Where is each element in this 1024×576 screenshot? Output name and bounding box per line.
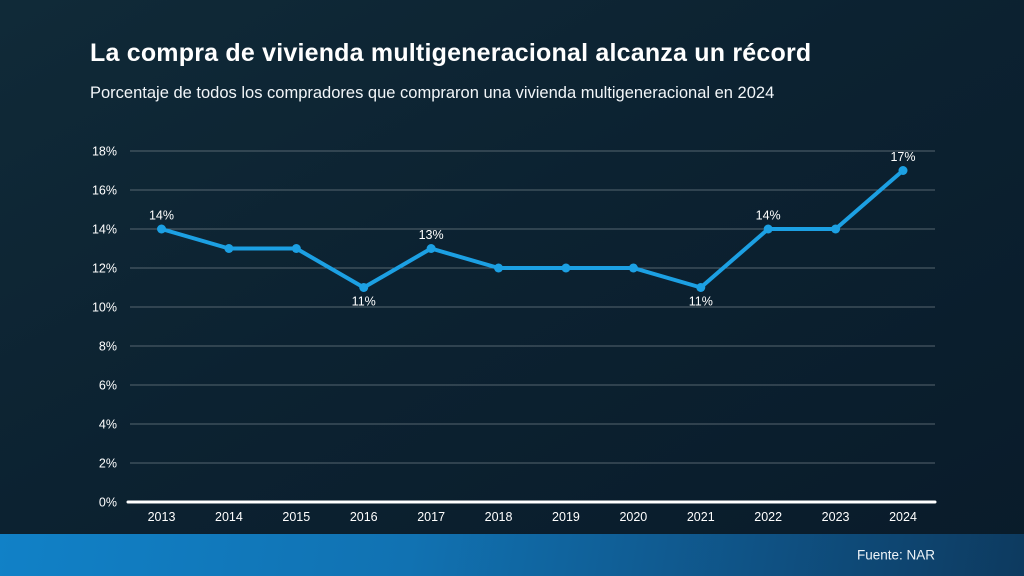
data-label: 14% — [149, 209, 174, 223]
data-labels: 14% 11% 13% 11% 14% 17% — [149, 150, 916, 309]
svg-text:2017: 2017 — [417, 510, 445, 524]
data-point — [426, 244, 436, 253]
data-label: 14% — [756, 209, 781, 223]
svg-text:2013: 2013 — [148, 510, 176, 524]
data-point — [696, 283, 706, 292]
data-point — [763, 224, 773, 234]
chart-area: 0% 2% 4% 6% 8% 10% 12% 14% 16% 18% 2013 2014 2015 201… — [0, 130, 1024, 534]
data-point — [494, 263, 504, 273]
gridlines — [130, 150, 935, 464]
svg-text:2019: 2019 — [552, 510, 580, 524]
data-point — [224, 244, 234, 253]
page-subtitle: Porcentaje de todos los compradores que … — [90, 84, 775, 102]
data-point — [831, 224, 841, 234]
source-label: Fuente: NAR — [856, 547, 935, 563]
svg-text:16%: 16% — [92, 184, 117, 198]
x-axis-labels: 2013 2014 2015 2016 2017 2018 2019 2020 2021 2022… — [148, 510, 917, 524]
data-point — [359, 283, 369, 292]
data-label: 11% — [352, 295, 376, 309]
svg-text:14%: 14% — [92, 223, 117, 237]
data-point — [291, 244, 301, 253]
data-label: 17% — [890, 150, 915, 164]
svg-text:10%: 10% — [92, 301, 117, 315]
svg-text:2015: 2015 — [282, 510, 310, 524]
data-points — [157, 166, 908, 292]
svg-text:2023: 2023 — [822, 510, 850, 524]
data-point — [157, 224, 166, 234]
svg-text:2022: 2022 — [754, 510, 782, 524]
svg-text:12%: 12% — [92, 262, 117, 276]
page-title: La compra de vivienda multigeneracional … — [90, 39, 812, 67]
svg-text:2014: 2014 — [215, 510, 243, 524]
svg-text:18%: 18% — [92, 145, 117, 159]
y-axis-labels: 0% 2% 4% 6% 8% 10% 12% 14% 16% 18% — [92, 145, 117, 510]
svg-text:2%: 2% — [99, 457, 117, 471]
data-line — [159, 168, 905, 290]
line-chart: 0%2%4%6%8%10%12%14%16%18%2013 2014 2015 201… — [92, 145, 937, 524]
data-label: 13% — [419, 228, 444, 242]
chart-header: La compra de vivienda multigeneracional … — [90, 38, 950, 103]
svg-text:2024: 2024 — [889, 510, 917, 524]
svg-text:2018: 2018 — [485, 510, 513, 524]
data-point — [628, 263, 638, 273]
svg-text:2021: 2021 — [687, 510, 715, 524]
svg-text:6%: 6% — [99, 379, 117, 393]
footer-bar: Fuente: NAR — [0, 534, 1024, 576]
data-point — [898, 166, 908, 175]
svg-text:8%: 8% — [99, 340, 117, 354]
svg-text:2016: 2016 — [350, 510, 378, 524]
svg-text:4%: 4% — [99, 418, 117, 432]
svg-text:2020: 2020 — [619, 510, 647, 524]
data-label: 11% — [689, 295, 713, 309]
data-point — [561, 263, 571, 273]
svg-text:0%: 0% — [99, 496, 117, 510]
